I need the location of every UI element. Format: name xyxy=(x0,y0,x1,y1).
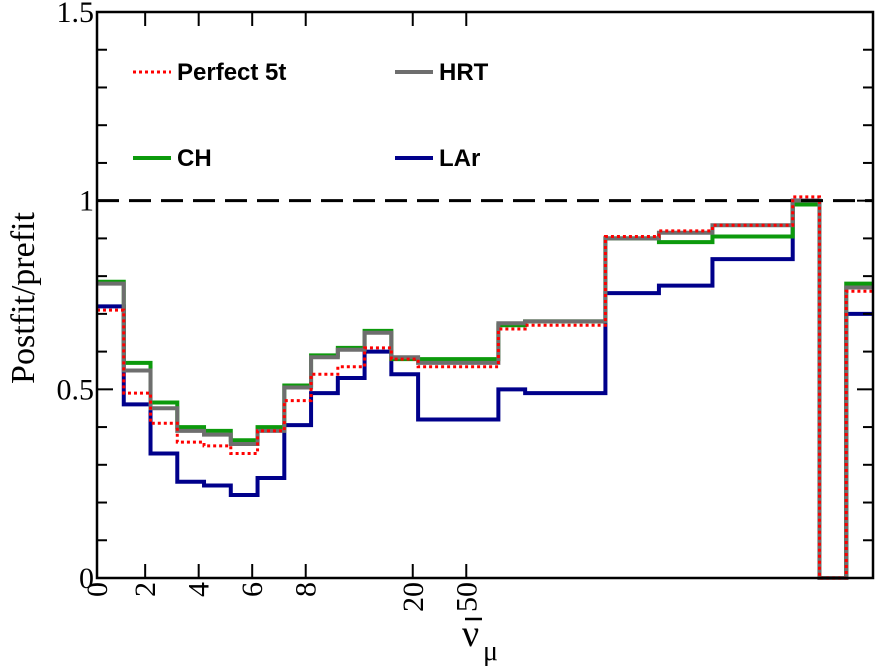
x-axis-title: ν μ xyxy=(462,613,498,667)
x-tick-label: 2 xyxy=(129,582,162,597)
legend-label-hrt: HRT xyxy=(439,59,489,86)
x-tick-label: 4 xyxy=(183,582,216,597)
series-layer xyxy=(97,195,873,580)
x-tick-label: 0 xyxy=(81,582,114,597)
legend-label-perfect-5t: Perfect 5t xyxy=(177,59,286,86)
y-axis-title: Postfit/prefit xyxy=(5,212,42,384)
x-tick-label: 8 xyxy=(290,582,323,597)
legend-label-ch: CH xyxy=(177,145,212,172)
y-tick-label: 0.5 xyxy=(57,373,95,406)
series-line-perfect-5t xyxy=(97,195,873,580)
x-tick-label: 6 xyxy=(236,582,269,597)
y-tick-label: 1.5 xyxy=(57,0,95,29)
y-tick-label: 0 xyxy=(79,562,94,595)
legend-label-lar: LAr xyxy=(439,145,480,172)
plot-frame-layer xyxy=(95,10,875,580)
x-tick-label: 20 xyxy=(397,582,430,612)
series-line-hrt xyxy=(97,198,873,580)
y-tick-label: 1 xyxy=(79,185,94,218)
legend: Perfect 5t HRT CH LAr xyxy=(133,59,489,172)
x-axis-title-base: ν xyxy=(462,613,479,655)
x-axis-title-subscript: μ xyxy=(483,636,498,667)
series-line-lar xyxy=(97,198,873,580)
tick-layer: 00.511.50 2 4 6 8 20 50 xyxy=(57,0,873,612)
plot-frame xyxy=(95,10,875,580)
x-tick-label: 50 xyxy=(450,582,483,612)
